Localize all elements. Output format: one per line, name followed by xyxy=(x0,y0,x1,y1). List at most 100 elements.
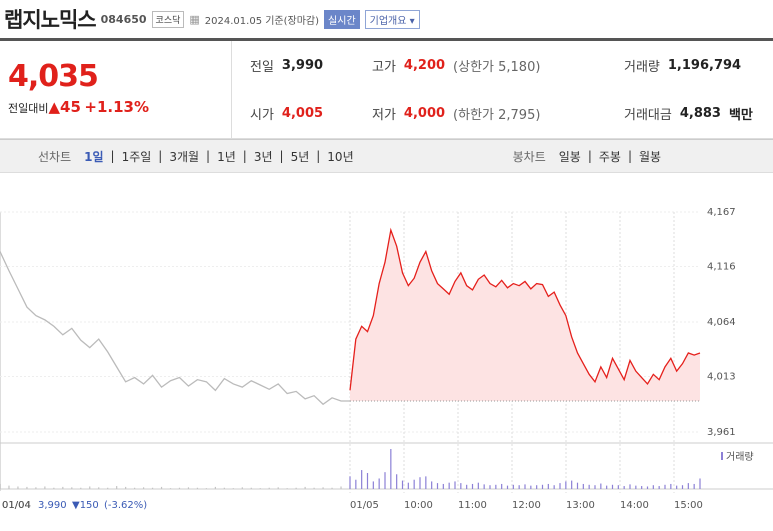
tab[interactable]: 주봉 xyxy=(598,149,621,164)
volume-label: 거래량 xyxy=(726,451,754,463)
volume-bar xyxy=(693,483,695,489)
tab[interactable]: 일봉 xyxy=(558,149,581,164)
current-price: 4,035 xyxy=(8,59,99,94)
volume-bar xyxy=(611,484,614,489)
volume-bar xyxy=(35,487,37,489)
company-label: 기업개요 xyxy=(369,15,407,27)
volume-bar xyxy=(366,473,369,489)
stat-label: 고가 xyxy=(372,59,396,75)
volume-bar xyxy=(431,481,433,489)
sep: | xyxy=(242,149,247,163)
volume-bar xyxy=(62,486,64,489)
volume-bar xyxy=(205,488,208,489)
sep: | xyxy=(158,149,163,163)
footer-close: 3,990 xyxy=(38,500,67,511)
volume-bar xyxy=(142,487,145,489)
volume-bar xyxy=(641,486,643,489)
volume-bar xyxy=(151,487,154,489)
x-tick-label: 11:00 xyxy=(458,500,487,511)
volume-bar xyxy=(425,476,427,489)
volume-bar xyxy=(477,482,479,489)
stat-value: 1,196,794 xyxy=(667,57,742,73)
volume-bar xyxy=(169,488,172,489)
volume-bar xyxy=(676,485,678,489)
sep: | xyxy=(206,149,211,163)
tab-group-label: 봉차트 xyxy=(512,149,546,164)
volume-bar xyxy=(635,485,637,489)
x-tick-label: 10:00 xyxy=(404,500,433,511)
volume-bar xyxy=(506,485,509,489)
volume-bar xyxy=(390,449,392,489)
chart: 3,961 4,013 4,064 4,116 4,167 01/04 01/05 10:00… xyxy=(0,207,773,511)
stat-note: (하한가 2,795) xyxy=(453,108,541,124)
tab-group-label: 선차트 xyxy=(38,149,72,164)
info: 4,035 전일대비▲45 +1.13% 전일 3,990 고가 4,200 (상한가 … xyxy=(0,41,773,139)
stat: 저가 4,000 (하한가 2,795) xyxy=(372,90,604,139)
volume-bar xyxy=(116,486,118,489)
volume-bar xyxy=(80,487,82,489)
volume-bar xyxy=(582,483,584,489)
volume-bar xyxy=(419,477,421,489)
y-tick-label: 4,167 xyxy=(707,207,736,218)
volume-bar xyxy=(187,487,190,489)
volume-bar xyxy=(160,486,163,489)
volume-bar xyxy=(232,488,234,489)
volume-bar xyxy=(483,484,485,489)
volume-bar xyxy=(541,484,544,489)
volume-bar xyxy=(396,474,398,489)
volume-bar xyxy=(606,485,608,489)
sep: | xyxy=(587,149,592,163)
volume-bar xyxy=(295,487,297,489)
volume-bar xyxy=(699,478,701,489)
volume-bar xyxy=(646,486,649,489)
volume-bar xyxy=(355,479,357,489)
header: 랩지노믹스 084650 코스닥 ▦ 2024.01.05 기준(장마감) 실시… xyxy=(0,0,773,41)
volume-bar xyxy=(547,483,549,489)
change-value: ▲45 xyxy=(48,98,81,116)
tab[interactable]: 월봉 xyxy=(639,149,662,164)
tab[interactable]: 1년 xyxy=(217,149,236,164)
stat-value: 4,005 xyxy=(281,106,324,122)
volume-bar xyxy=(259,488,261,489)
stat-value: 4,000 xyxy=(403,106,446,122)
change-rate: +1.13% xyxy=(84,98,150,116)
volume-bar xyxy=(107,487,109,489)
footer-rate: (-3.62%) xyxy=(104,500,147,511)
stat: 거래량 1,196,794 xyxy=(604,41,773,90)
stock-code: 084650 xyxy=(100,12,147,26)
tab[interactable]: 5년 xyxy=(290,149,310,164)
volume-bar xyxy=(250,487,252,489)
tab[interactable]: 1일 xyxy=(84,149,104,164)
volume-bar xyxy=(89,486,91,489)
tab[interactable]: 3년 xyxy=(253,149,273,164)
volume-bar xyxy=(489,485,491,489)
company-button[interactable]: 기업개요 ▾ xyxy=(364,9,420,29)
volume-bar xyxy=(322,487,324,489)
footer-date: 01/04 xyxy=(2,500,31,511)
volume-bar xyxy=(530,485,532,489)
tab[interactable]: 3개월 xyxy=(169,149,200,164)
x-tick-label: 15:00 xyxy=(674,500,703,511)
tab[interactable]: 10년 xyxy=(327,149,354,164)
realtime-button[interactable]: 실시간 xyxy=(324,9,360,29)
volume-bar xyxy=(53,487,55,489)
volume-bar xyxy=(571,480,573,489)
volume-bar xyxy=(501,483,503,489)
area xyxy=(350,230,700,402)
price-line xyxy=(349,227,701,391)
volume-bar xyxy=(26,486,28,489)
volume-bar xyxy=(178,487,181,489)
stock-name: 랩지노믹스 xyxy=(4,8,97,32)
price-line xyxy=(0,251,350,406)
volume-bar xyxy=(340,486,342,489)
stat-value: 4,200 xyxy=(403,57,446,73)
volume-bar xyxy=(349,476,351,489)
change: 전일대비▲45 +1.13% xyxy=(8,98,231,116)
x-tick-label: 01/04 xyxy=(2,500,31,511)
stat-value: 3,990 xyxy=(281,57,324,73)
volume-bar xyxy=(277,487,279,489)
tab[interactable]: 1주일 xyxy=(121,149,152,164)
date: 2024.01.05 기준(장마감) xyxy=(204,15,320,27)
change-label: 전일대비 xyxy=(8,102,49,115)
volume-bar xyxy=(588,484,590,489)
